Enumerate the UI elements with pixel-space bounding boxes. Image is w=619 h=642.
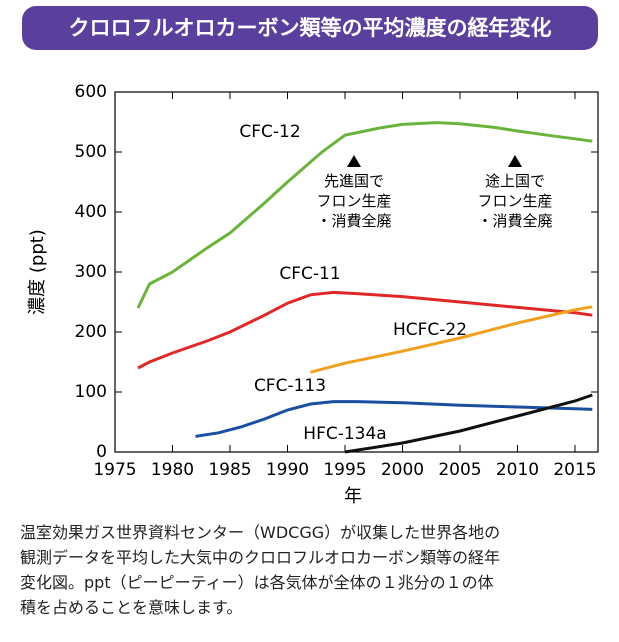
series-label: CFC-113 [254,376,326,396]
annotation: 途上国でフロン生産・消費全廃 [477,172,552,230]
plot-frame [114,91,599,453]
annotation: 先進国でフロン生産・消費全廃 [316,172,391,230]
series-line [344,393,593,454]
series-label: CFC-11 [279,264,340,284]
series-label: CFC-12 [239,122,300,142]
caption-line: 変化図。ppt（ピーピーティー）は各気体が全体の１兆分の１の体 [20,573,494,592]
y-tick-label: 200 [75,322,107,342]
annotation-line: 先進国で [324,172,384,190]
series-label: HFC-134a [303,424,386,444]
x-tick-label: 2000 [381,460,424,480]
series-label: HCFC-22 [393,320,467,340]
x-tick-label: 2005 [438,460,481,480]
annotation-line: フロン生産 [316,192,391,210]
series-line [195,400,593,438]
annotation-line: 途上国で [485,172,545,190]
x-tick-label: 2015 [553,460,596,480]
caption-line: 積を占めることを意味します。 [20,598,243,617]
title-banner [22,6,598,50]
y-tick-label: 500 [75,142,107,162]
caption-line: 温室効果ガス世界資料センター（WDCGG）が収集した世界各地の [20,523,501,542]
annotation-line: ・消費全廃 [477,212,552,230]
y-tick-label: 600 [75,82,107,102]
caption-line: 観測データを平均した大気中のクロロフルオロカーボン類等の経年 [20,548,501,567]
x-tick-label: 1995 [323,460,366,480]
y-tick-label: 100 [75,382,107,402]
y-tick-label: 0 [96,442,107,462]
series-line [310,305,593,374]
y-tick-label: 300 [75,262,107,282]
annotation-marker [508,155,522,167]
annotation-marker [347,155,361,167]
annotation-line: ・消費全廃 [316,212,391,230]
x-tick-label: 1980 [151,460,194,480]
caption: 温室効果ガス世界資料センター（WDCGG）が収集した世界各地の 観測データを平均し… [20,520,610,620]
y-tick-label: 400 [75,202,107,222]
chart-title: クロロフルオロカーボン類等の平均濃度の経年変化 [69,16,552,40]
series-line [137,290,593,370]
x-tick-label: 2010 [496,460,539,480]
annotation-line: フロン生産 [477,192,552,210]
x-axis-label: 年 [344,486,362,507]
chart: クロロフルオロカーボン類等の平均濃度の経年変化 年 濃度 (ppt) 0 100 2… [22,6,599,507]
x-tick-label: 1985 [208,460,251,480]
x-tick-label: 1975 [93,460,136,480]
y-axis-label: 濃度 (ppt) [27,229,48,315]
series-line [136,121,593,309]
x-tick-label: 1990 [266,460,309,480]
